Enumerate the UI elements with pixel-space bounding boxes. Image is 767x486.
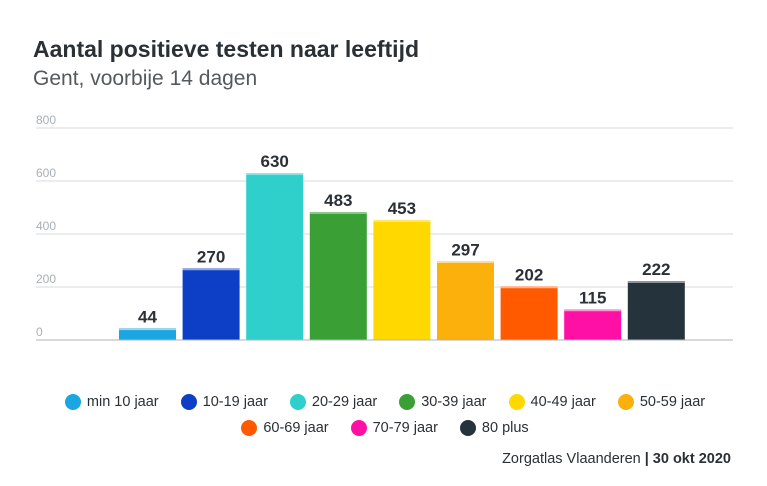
data-label-3: 483 [324,191,352,210]
y-tick-label-600: 600 [36,166,56,180]
legend-swatch-5 [617,394,634,410]
y-tick-label-200: 200 [36,272,56,286]
y-tick-label-0: 0 [36,325,43,339]
data-label-1: 270 [197,247,225,266]
legend-label-0: min 10 jaar [86,394,159,410]
source-separator: | [644,451,649,467]
bar-7 [564,309,622,340]
legend: min 10 jaar 10-19 jaar 20-29 jaar 30-39 jaa… [40,392,730,438]
legend-label-5: 50-59 jaar [639,394,706,410]
legend-swatch-2 [289,394,306,410]
bar-4 [373,219,431,340]
bar-0 [119,328,176,340]
legend-label-6: 60-69 jaar [263,420,329,436]
bar-3 [309,212,367,340]
legend-swatch-1 [180,394,197,410]
chart-title: Aantal positieve testen naar leeftijd [33,36,420,62]
data-label-6: 202 [515,265,543,284]
y-tick-label-400: 400 [36,219,56,233]
legend-item-8: 80 plus [459,418,529,438]
data-label-4: 453 [388,199,416,218]
legend-label-8: 80 plus [481,420,529,436]
legend-label-3: 30-39 jaar [421,394,487,410]
legend-swatch-6 [241,420,258,436]
data-label-7: 115 [579,289,606,308]
bar-2 [246,173,304,340]
source-date: 30 okt 2020 [652,451,731,467]
legend-swatch-4 [508,394,525,410]
bar-6 [500,286,558,340]
bar-chart: 0 200 400 600 800 44 270 630 483 453 297 202 115 222 [36,113,733,341]
legend-item-6: 60-69 jaar [241,418,329,438]
bar-5 [437,261,494,340]
legend-item-1: 10-19 jaar [180,392,268,412]
data-label-5: 297 [451,240,479,259]
legend-swatch-8 [459,420,476,436]
legend-item-3: 30-39 jaar [399,392,487,412]
bar-1 [182,268,240,340]
legend-item-0: min 10 jaar [64,392,159,412]
legend-item-2: 20-29 jaar [289,392,378,412]
bar-8 [627,281,685,340]
legend-swatch-0 [64,394,81,410]
data-label-0: 44 [138,307,157,326]
legend-label-2: 20-29 jaar [311,394,378,410]
legend-label-1: 10-19 jaar [202,394,268,410]
legend-swatch-7 [350,420,367,436]
legend-swatch-3 [399,394,416,410]
chart-subtitle: Gent, voorbije 14 dagen [33,67,258,90]
legend-item-5: 50-59 jaar [617,392,706,412]
source-credit: Zorgatlas Vlaanderen | 30 okt 2020 [502,451,731,467]
data-label-2: 630 [261,152,289,171]
legend-label-4: 40-49 jaar [530,394,596,410]
legend-label-7: 70-79 jaar [372,420,438,436]
legend-item-4: 40-49 jaar [508,392,596,412]
y-tick-label-800: 800 [36,113,56,127]
legend-item-7: 70-79 jaar [350,418,438,438]
data-label-8: 222 [642,260,670,279]
source-name: Zorgatlas Vlaanderen [502,451,641,467]
